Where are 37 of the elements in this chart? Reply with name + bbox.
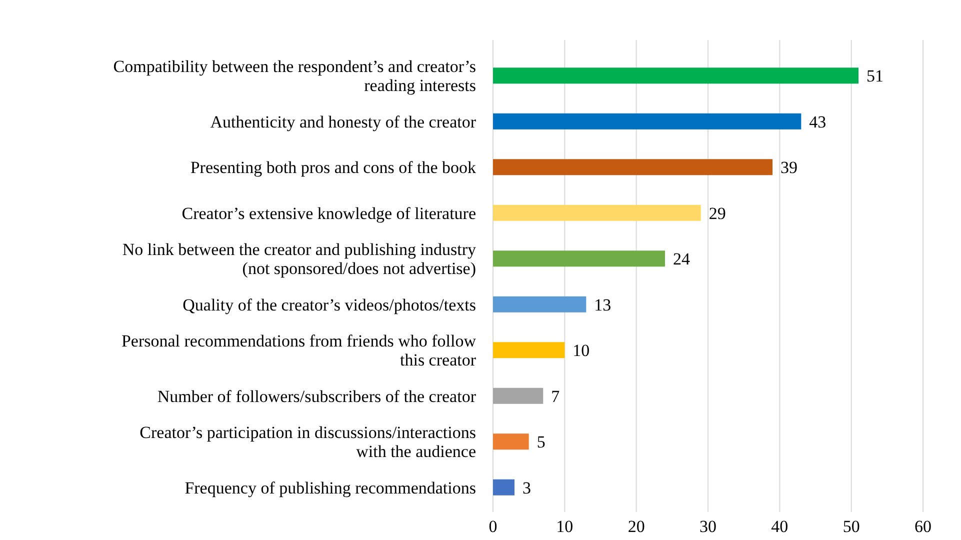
y-tick-label: Presenting both pros and cons of the book [190, 158, 476, 178]
x-tick-label: 50 [842, 517, 860, 536]
bar [493, 434, 529, 450]
x-tick-label: 0 [488, 517, 498, 536]
data-label: 10 [572, 341, 590, 360]
x-tick-label: 30 [700, 517, 716, 536]
x-tick-label: 10 [556, 517, 574, 536]
bar [493, 113, 802, 130]
x-tick-label: 40 [771, 517, 788, 536]
bar [493, 159, 772, 176]
y-tick-label: Frequency of publishing recommendations [184, 478, 476, 498]
x-tick-label: 20 [628, 517, 645, 536]
bar [493, 204, 701, 221]
data-label: 43 [809, 112, 826, 132]
x-tick-label: 60 [914, 517, 932, 536]
data-label: 5 [536, 432, 546, 452]
bar [493, 296, 586, 312]
data-label: 51 [866, 66, 884, 86]
bar [493, 479, 514, 496]
y-tick-label: Number of followers/subscribers of the creator [157, 386, 476, 406]
bar [493, 388, 544, 404]
y-tick-label: Creator’s extensive knowledge of literature [182, 204, 476, 223]
data-label: 29 [708, 204, 726, 223]
y-tick-label: Authenticity and honesty of the creator [210, 112, 476, 132]
y-tick-label: Compatibility between the respondent’s and creator’s reading interests [113, 57, 476, 96]
data-label: 3 [522, 478, 531, 498]
y-tick-label: Quality of the creator’s videos/photos/texts [182, 295, 476, 314]
data-label: 39 [780, 158, 798, 178]
bar [493, 342, 565, 358]
data-label: 24 [673, 250, 690, 269]
bar [493, 250, 665, 267]
data-label: 13 [594, 295, 612, 314]
y-tick-label: Personal recommendations from friends who follow this creator [121, 332, 477, 370]
y-tick-label: Creator’s participation in discussions/interactions with the audience [140, 423, 476, 462]
y-tick-label: No link between the creator and publishing industry (not sponsored/does not advertise) [122, 240, 476, 278]
bar [493, 68, 858, 84]
data-label: 7 [551, 386, 560, 406]
